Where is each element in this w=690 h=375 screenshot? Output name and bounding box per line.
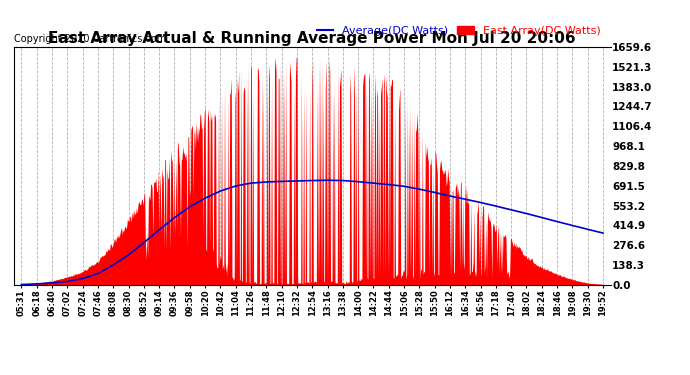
Legend: Average(DC Watts), East Array(DC Watts): Average(DC Watts), East Array(DC Watts): [313, 21, 605, 40]
Title: East Array Actual & Running Average Power Mon Jul 20 20:06: East Array Actual & Running Average Powe…: [48, 31, 576, 46]
Text: Copyright 2020 Cartronics.com: Copyright 2020 Cartronics.com: [14, 34, 166, 44]
